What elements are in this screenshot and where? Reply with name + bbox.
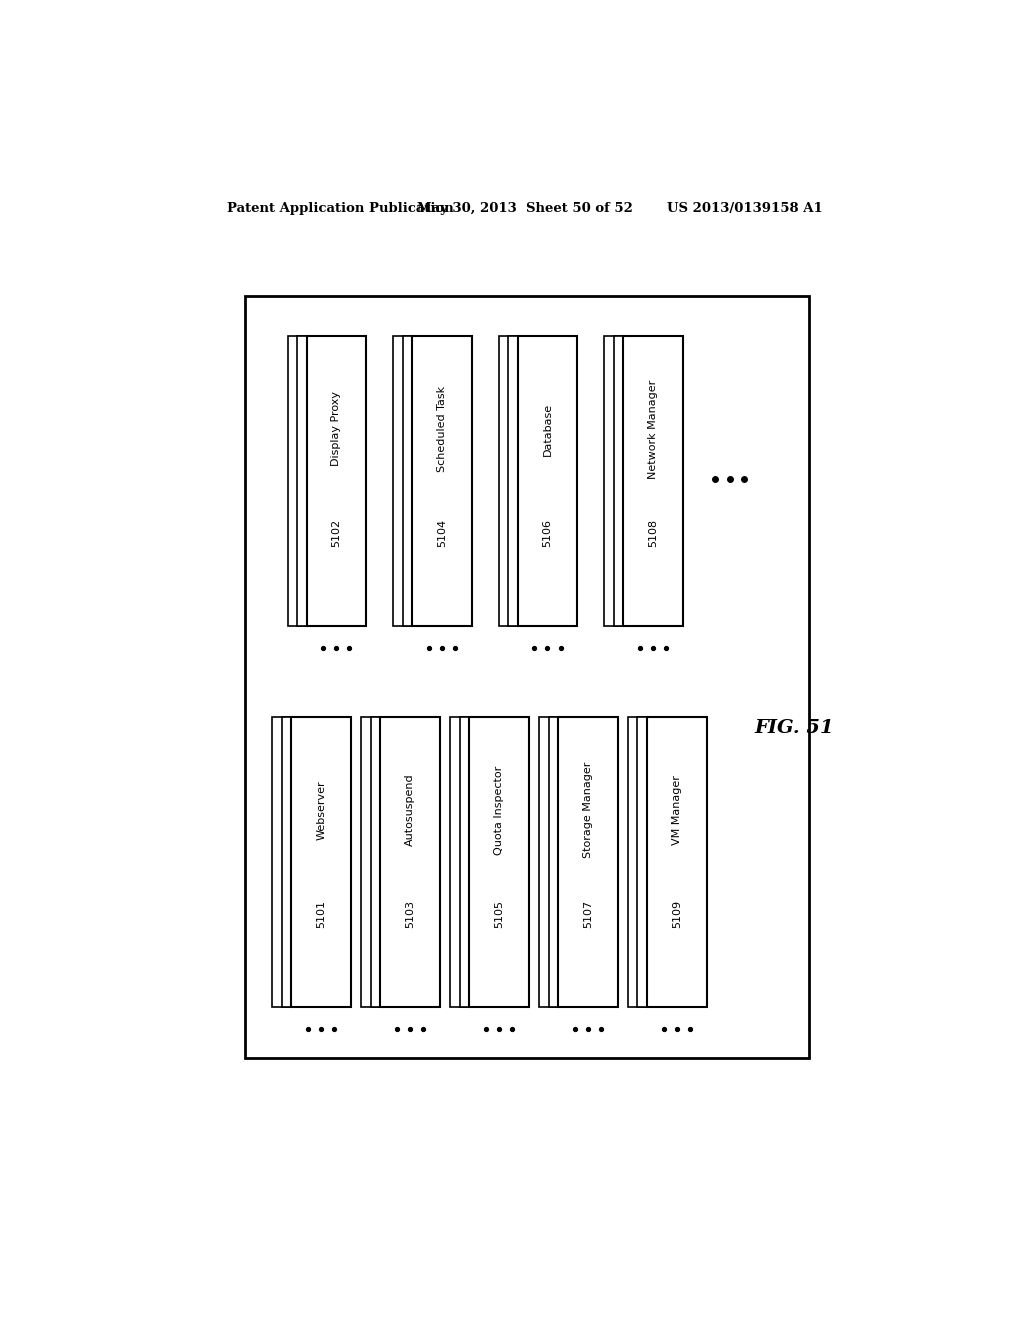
Bar: [628, 718, 687, 1007]
Text: Display Proxy: Display Proxy: [322, 404, 332, 471]
Bar: [549, 718, 608, 1007]
Text: Quota Inspector: Quota Inspector: [494, 766, 504, 855]
Text: US 2013/0139158 A1: US 2013/0139158 A1: [667, 202, 822, 215]
Text: May 30, 2013  Sheet 50 of 52: May 30, 2013 Sheet 50 of 52: [417, 202, 633, 215]
Text: Webserver: Webserver: [297, 792, 307, 845]
Text: VM Manager: VM Manager: [663, 788, 672, 850]
Bar: [412, 337, 472, 626]
Text: Display Proxy: Display Proxy: [312, 404, 323, 471]
Text: Quota Inspector: Quota Inspector: [475, 779, 485, 858]
Text: Database: Database: [543, 403, 552, 455]
Text: 5108: 5108: [648, 519, 658, 548]
Text: FIG. 51: FIG. 51: [755, 718, 835, 737]
Text: Network Manager: Network Manager: [638, 393, 648, 482]
Bar: [638, 718, 697, 1007]
Text: Webserver: Webserver: [307, 792, 316, 845]
Text: VM Manager: VM Manager: [652, 788, 663, 850]
Bar: [380, 718, 440, 1007]
Text: Network Manager: Network Manager: [629, 393, 639, 482]
Text: Autosuspend: Autosuspend: [395, 787, 406, 851]
Bar: [297, 337, 356, 626]
Bar: [539, 718, 599, 1007]
Bar: [469, 718, 528, 1007]
Text: Storage Manager: Storage Manager: [583, 762, 593, 858]
Bar: [288, 337, 347, 626]
Bar: [518, 337, 578, 626]
Text: 5107: 5107: [583, 900, 593, 928]
Bar: [604, 337, 664, 626]
Bar: [613, 337, 673, 626]
Bar: [306, 337, 367, 626]
Bar: [624, 337, 683, 626]
Text: 5106: 5106: [543, 519, 552, 548]
Text: Autosuspend: Autosuspend: [386, 787, 396, 851]
Bar: [402, 337, 462, 626]
Bar: [451, 718, 510, 1007]
Bar: [282, 718, 341, 1007]
Bar: [393, 337, 453, 626]
Text: Scheduled Task: Scheduled Task: [437, 385, 446, 473]
Bar: [272, 718, 332, 1007]
Text: 5105: 5105: [494, 900, 504, 928]
Text: 5103: 5103: [406, 900, 415, 928]
Text: Network Manager: Network Manager: [648, 379, 658, 479]
Text: Patent Application Publication: Patent Application Publication: [227, 202, 454, 215]
Text: Display Proxy: Display Proxy: [332, 392, 341, 466]
Text: 5109: 5109: [672, 900, 682, 928]
Text: VM Manager: VM Manager: [672, 775, 682, 845]
Bar: [460, 718, 519, 1007]
Text: Storage Manager: Storage Manager: [564, 776, 573, 862]
Text: 5104: 5104: [437, 519, 446, 548]
Bar: [499, 337, 558, 626]
Text: Scheduled Task: Scheduled Task: [418, 399, 428, 477]
Bar: [371, 718, 430, 1007]
Text: Scheduled Task: Scheduled Task: [427, 399, 437, 477]
Text: Database: Database: [532, 414, 543, 462]
Text: 5102: 5102: [332, 519, 341, 548]
Text: Database: Database: [523, 414, 534, 462]
Text: Autosuspend: Autosuspend: [406, 774, 415, 846]
Bar: [508, 337, 567, 626]
Bar: [558, 718, 617, 1007]
Bar: [647, 718, 707, 1007]
Text: 5101: 5101: [316, 900, 327, 928]
Text: Storage Manager: Storage Manager: [573, 776, 584, 862]
Text: Webserver: Webserver: [316, 780, 327, 840]
Bar: [361, 718, 421, 1007]
Bar: [292, 718, 351, 1007]
Text: Quota Inspector: Quota Inspector: [484, 779, 495, 858]
Bar: [246, 296, 809, 1057]
